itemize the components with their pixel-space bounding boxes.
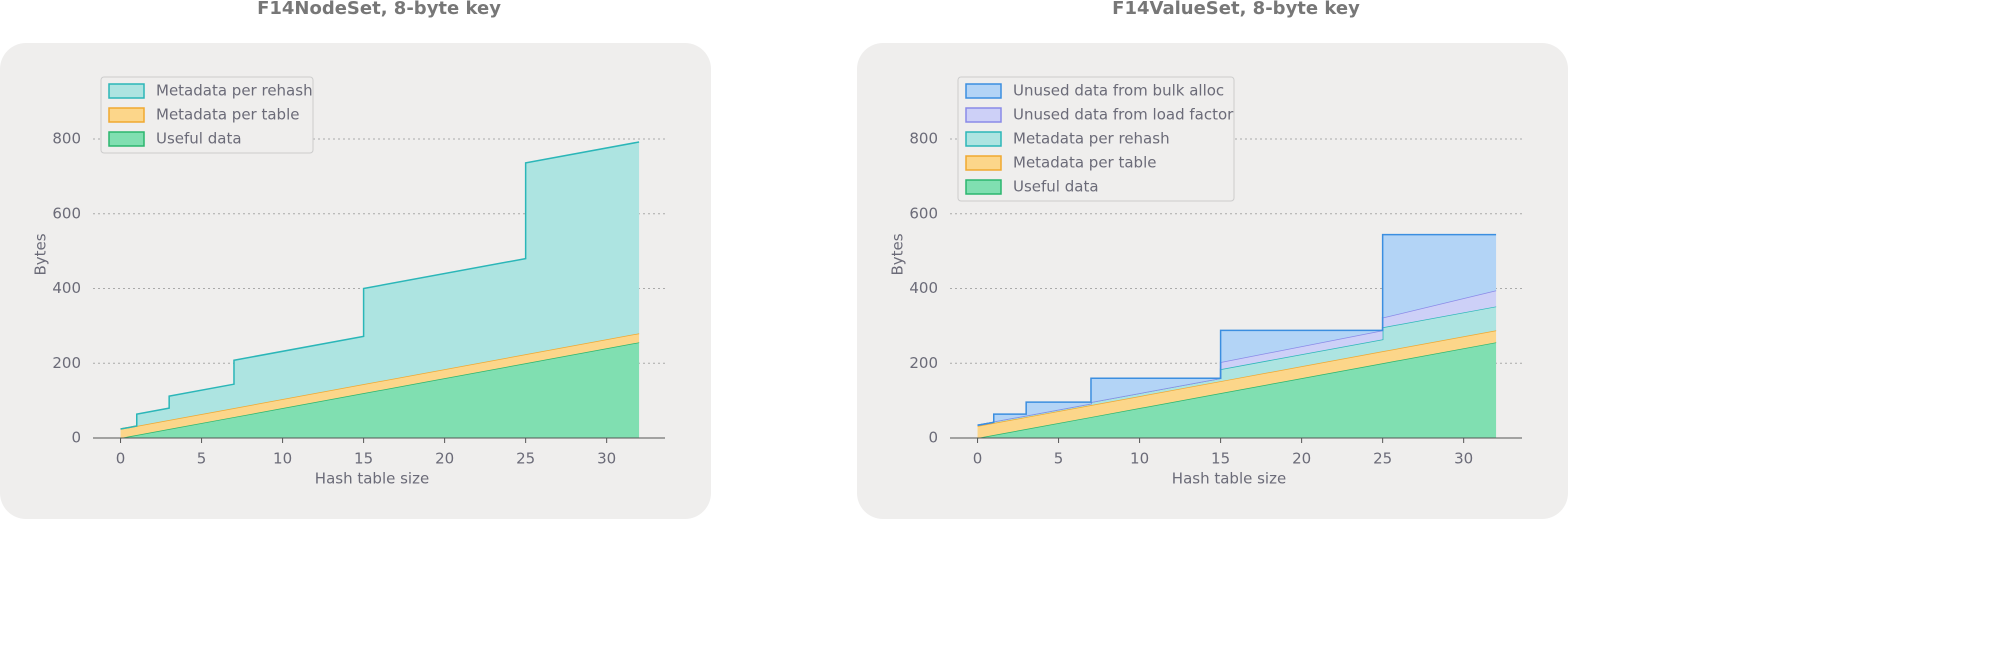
y-tick-label: 0 — [71, 429, 81, 447]
legend-swatch — [965, 155, 1002, 171]
x-axis-label: Hash table size — [1172, 470, 1286, 488]
area — [977, 290, 1497, 426]
area — [977, 234, 1497, 426]
y-tick-label: 600 — [909, 204, 938, 222]
legend-swatch — [108, 107, 145, 123]
area — [977, 306, 1497, 427]
legend-swatch — [965, 107, 1002, 123]
x-tick-label: 15 — [354, 450, 373, 468]
x-tick-label: 0 — [116, 450, 126, 468]
x-tick-label: 0 — [973, 450, 983, 468]
x-tick-label: 5 — [197, 450, 207, 468]
legend-label: Unused data from bulk alloc — [1013, 82, 1224, 100]
x-tick-label: 15 — [1211, 450, 1230, 468]
x-tick-label: 20 — [435, 450, 454, 468]
y-tick-label: 200 — [52, 354, 81, 372]
area — [120, 333, 640, 438]
x-tick-label: 25 — [516, 450, 535, 468]
legend-swatch — [965, 131, 1002, 147]
y-tick-label: 400 — [52, 279, 81, 297]
legend-label: Metadata per table — [156, 106, 299, 124]
y-tick-label: 200 — [909, 354, 938, 372]
legend-swatch — [965, 179, 1002, 195]
area — [977, 330, 1497, 438]
x-tick-label: 20 — [1292, 450, 1311, 468]
chart-title: F14ValueSet, 8-byte key — [1112, 0, 1360, 19]
y-axis-label: Bytes — [889, 233, 907, 275]
y-axis-label: Bytes — [32, 233, 50, 275]
legend-label: Metadata per rehash — [1013, 130, 1170, 148]
x-tick-label: 10 — [1130, 450, 1149, 468]
y-tick-label: 400 — [909, 279, 938, 297]
x-tick-label: 30 — [597, 450, 616, 468]
legend-swatch — [965, 83, 1002, 99]
legend-label: Unused data from load factor — [1013, 106, 1234, 124]
area-edge — [120, 141, 640, 430]
legend-label: Useful data — [1013, 178, 1099, 196]
x-tick-label: 30 — [1454, 450, 1473, 468]
x-tick-label: 10 — [273, 450, 292, 468]
area-edge — [120, 341, 640, 439]
area-edge — [977, 233, 1497, 427]
legend-swatch — [108, 83, 145, 99]
y-tick-label: 600 — [52, 204, 81, 222]
legend-swatch — [108, 131, 145, 147]
x-tick-label: 5 — [1054, 450, 1064, 468]
legend-box — [957, 76, 1235, 202]
legend-box — [100, 76, 314, 154]
x-tick-label: 25 — [1373, 450, 1392, 468]
y-tick-label: 800 — [909, 130, 938, 148]
legend-label: Metadata per rehash — [156, 82, 313, 100]
y-tick-label: 800 — [52, 130, 81, 148]
y-tick-label: 0 — [928, 429, 938, 447]
chart-title: F14NodeSet, 8-byte key — [257, 0, 501, 19]
legend-label: Useful data — [156, 130, 242, 148]
legend-label: Metadata per table — [1013, 154, 1156, 172]
x-axis-label: Hash table size — [315, 470, 429, 488]
